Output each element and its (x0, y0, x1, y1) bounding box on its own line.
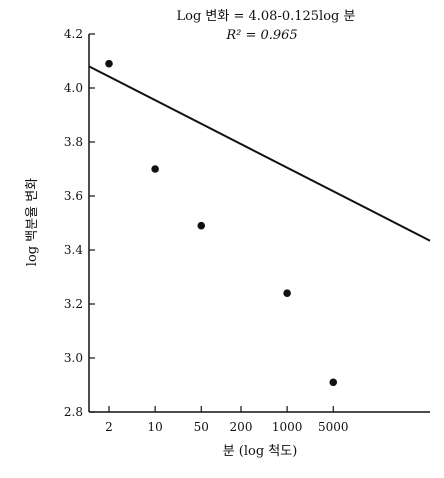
data-point (105, 59, 113, 68)
y-tick-label: 4.0 (64, 81, 83, 95)
x-tick-label: 10 (147, 420, 162, 434)
y-tick-label: 3.4 (64, 243, 83, 257)
chart-equation: Log 변화 = 4.08-0.125log 분 (177, 9, 356, 24)
data-point (197, 221, 206, 230)
y-tick-label: 3.8 (64, 135, 83, 149)
x-tick-label: 50 (194, 420, 209, 434)
y-tick-label: 2.8 (64, 405, 83, 419)
data-point (283, 289, 291, 298)
x-tick-label: 1000 (272, 420, 303, 434)
x-tick-label: 5000 (318, 420, 349, 434)
ticks: 2.8 3.0 3.2 3.4 3.6 3.8 4.0 4.2 2 10 50 200 1000 5000 (64, 27, 349, 434)
y-axis-label: log 백분율 변화 (25, 178, 40, 266)
axes (88, 34, 430, 413)
regression-line (88, 65, 431, 242)
x-tick-label: 2 (105, 420, 113, 434)
x-tick-label: 200 (230, 420, 253, 434)
chart-r-squared: R² = 0.965 (225, 28, 297, 43)
data-points (105, 59, 338, 387)
x-axis-label: 분 (log 척도) (223, 444, 298, 459)
y-tick-label: 3.0 (64, 351, 83, 365)
y-tick-label: 3.2 (64, 297, 83, 311)
y-tick-label: 4.2 (64, 27, 83, 41)
data-point (151, 165, 159, 173)
data-point (329, 378, 338, 387)
y-tick-label: 3.6 (64, 189, 83, 203)
